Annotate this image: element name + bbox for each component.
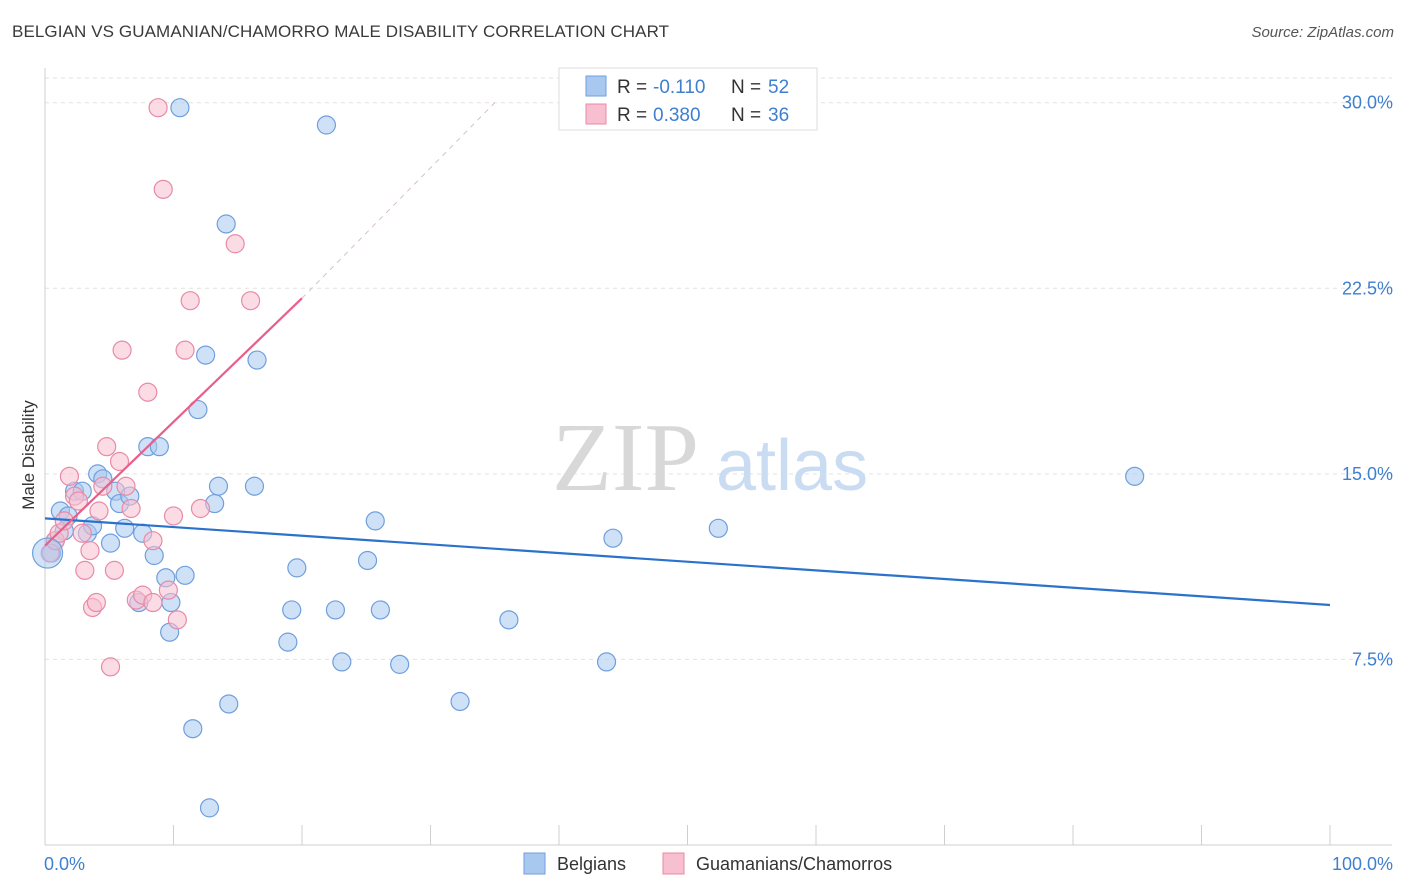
data-point bbox=[89, 501, 109, 521]
data-point bbox=[175, 565, 195, 585]
data-point bbox=[143, 531, 163, 551]
stats-legend-swatch bbox=[585, 75, 607, 97]
data-point bbox=[365, 511, 385, 531]
data-point bbox=[216, 214, 236, 234]
x-tick-label-max: 100.0% bbox=[1332, 854, 1393, 874]
data-point bbox=[86, 592, 107, 613]
legend-label: Guamanians/Chamorros bbox=[696, 854, 892, 874]
legend-swatch-pink bbox=[662, 852, 685, 875]
data-point bbox=[225, 234, 245, 254]
data-point bbox=[287, 558, 307, 578]
source-label: Source: ZipAtlas.com bbox=[1251, 24, 1394, 41]
y-axis-label: Male Disability bbox=[19, 400, 38, 510]
data-point bbox=[196, 345, 216, 365]
data-point bbox=[188, 399, 208, 420]
data-point bbox=[175, 340, 195, 360]
data-point bbox=[80, 540, 100, 561]
data-point bbox=[153, 179, 173, 199]
data-point bbox=[208, 476, 229, 496]
data-point bbox=[97, 437, 117, 457]
data-point bbox=[72, 523, 92, 543]
data-point bbox=[170, 98, 190, 118]
legend-label: Belgians bbox=[557, 854, 626, 874]
y-tick-label: 22.5% bbox=[1342, 278, 1393, 298]
data-point bbox=[282, 600, 302, 620]
data-point bbox=[100, 657, 121, 677]
y-tick-label: 30.0% bbox=[1342, 93, 1393, 113]
stats-legend: R = -0.110 N = 52 R = 0.380 N = 36 bbox=[558, 67, 818, 131]
data-point bbox=[149, 437, 169, 457]
data-point bbox=[219, 694, 239, 714]
y-tick-label: 7.5% bbox=[1352, 649, 1393, 669]
r-value: -0.110 bbox=[653, 77, 705, 98]
trend-lines bbox=[44, 102, 1331, 607]
data-point bbox=[180, 291, 200, 311]
stats-legend-swatch bbox=[585, 103, 607, 125]
data-point bbox=[370, 600, 390, 620]
n-label: N = bbox=[731, 105, 761, 126]
r-label: R = bbox=[617, 77, 647, 98]
data-point bbox=[1125, 466, 1145, 486]
data-point bbox=[247, 350, 267, 370]
data-point bbox=[244, 476, 265, 496]
chart-title: BELGIAN VS GUAMANIAN/CHAMORRO MALE DISAB… bbox=[12, 22, 670, 41]
data-point bbox=[138, 382, 158, 402]
data-point bbox=[450, 691, 470, 712]
data-point bbox=[148, 98, 168, 118]
data-point bbox=[158, 580, 178, 600]
data-point bbox=[59, 466, 80, 486]
x-tick-label-min: 0.0% bbox=[44, 854, 85, 874]
data-point bbox=[104, 560, 124, 580]
watermark: ZIP atlas bbox=[552, 404, 868, 512]
data-point bbox=[112, 340, 132, 360]
data-point bbox=[603, 528, 623, 548]
data-point bbox=[199, 798, 220, 818]
legend-swatch-blue bbox=[523, 852, 546, 875]
data-point bbox=[143, 592, 163, 613]
series-legend: Belgians Guamanians/Chamorros bbox=[523, 852, 892, 875]
trend-line-blue bbox=[44, 517, 1331, 607]
data-point bbox=[163, 506, 184, 526]
data-point bbox=[116, 476, 136, 496]
data-point bbox=[75, 560, 95, 580]
data-point bbox=[190, 498, 211, 519]
r-label: R = bbox=[617, 105, 647, 126]
data-point bbox=[325, 600, 346, 620]
watermark-atlas: atlas bbox=[716, 426, 868, 506]
data-point bbox=[183, 719, 203, 739]
data-point bbox=[332, 652, 352, 672]
data-point bbox=[596, 652, 617, 672]
gridlines bbox=[45, 77, 1392, 660]
data-point bbox=[93, 476, 113, 496]
data-point bbox=[121, 498, 141, 519]
data-point bbox=[241, 291, 261, 311]
trend-line-pink bbox=[44, 297, 303, 547]
data-point bbox=[499, 610, 519, 630]
watermark-zip: ZIP bbox=[552, 404, 699, 512]
data-point bbox=[31, 537, 64, 569]
data-point bbox=[708, 518, 728, 538]
data-point bbox=[316, 115, 337, 135]
data-point bbox=[115, 518, 135, 538]
n-label: N = bbox=[731, 77, 761, 98]
y-tick-label: 15.0% bbox=[1342, 464, 1393, 484]
data-point bbox=[390, 654, 410, 674]
r-value: 0.380 bbox=[653, 105, 701, 126]
data-point bbox=[100, 533, 121, 553]
n-value: 52 bbox=[768, 77, 789, 98]
series-guamanians bbox=[40, 98, 261, 677]
data-point bbox=[167, 610, 187, 630]
data-point bbox=[68, 491, 89, 511]
tick-labels: 7.5% 15.0% 22.5% 30.0% 0.0% 100.0% bbox=[44, 93, 1393, 874]
data-point bbox=[357, 550, 378, 571]
data-points bbox=[31, 98, 1145, 818]
n-value: 36 bbox=[768, 105, 789, 126]
data-point bbox=[278, 632, 298, 652]
data-point bbox=[109, 451, 130, 472]
axes bbox=[44, 68, 1392, 846]
